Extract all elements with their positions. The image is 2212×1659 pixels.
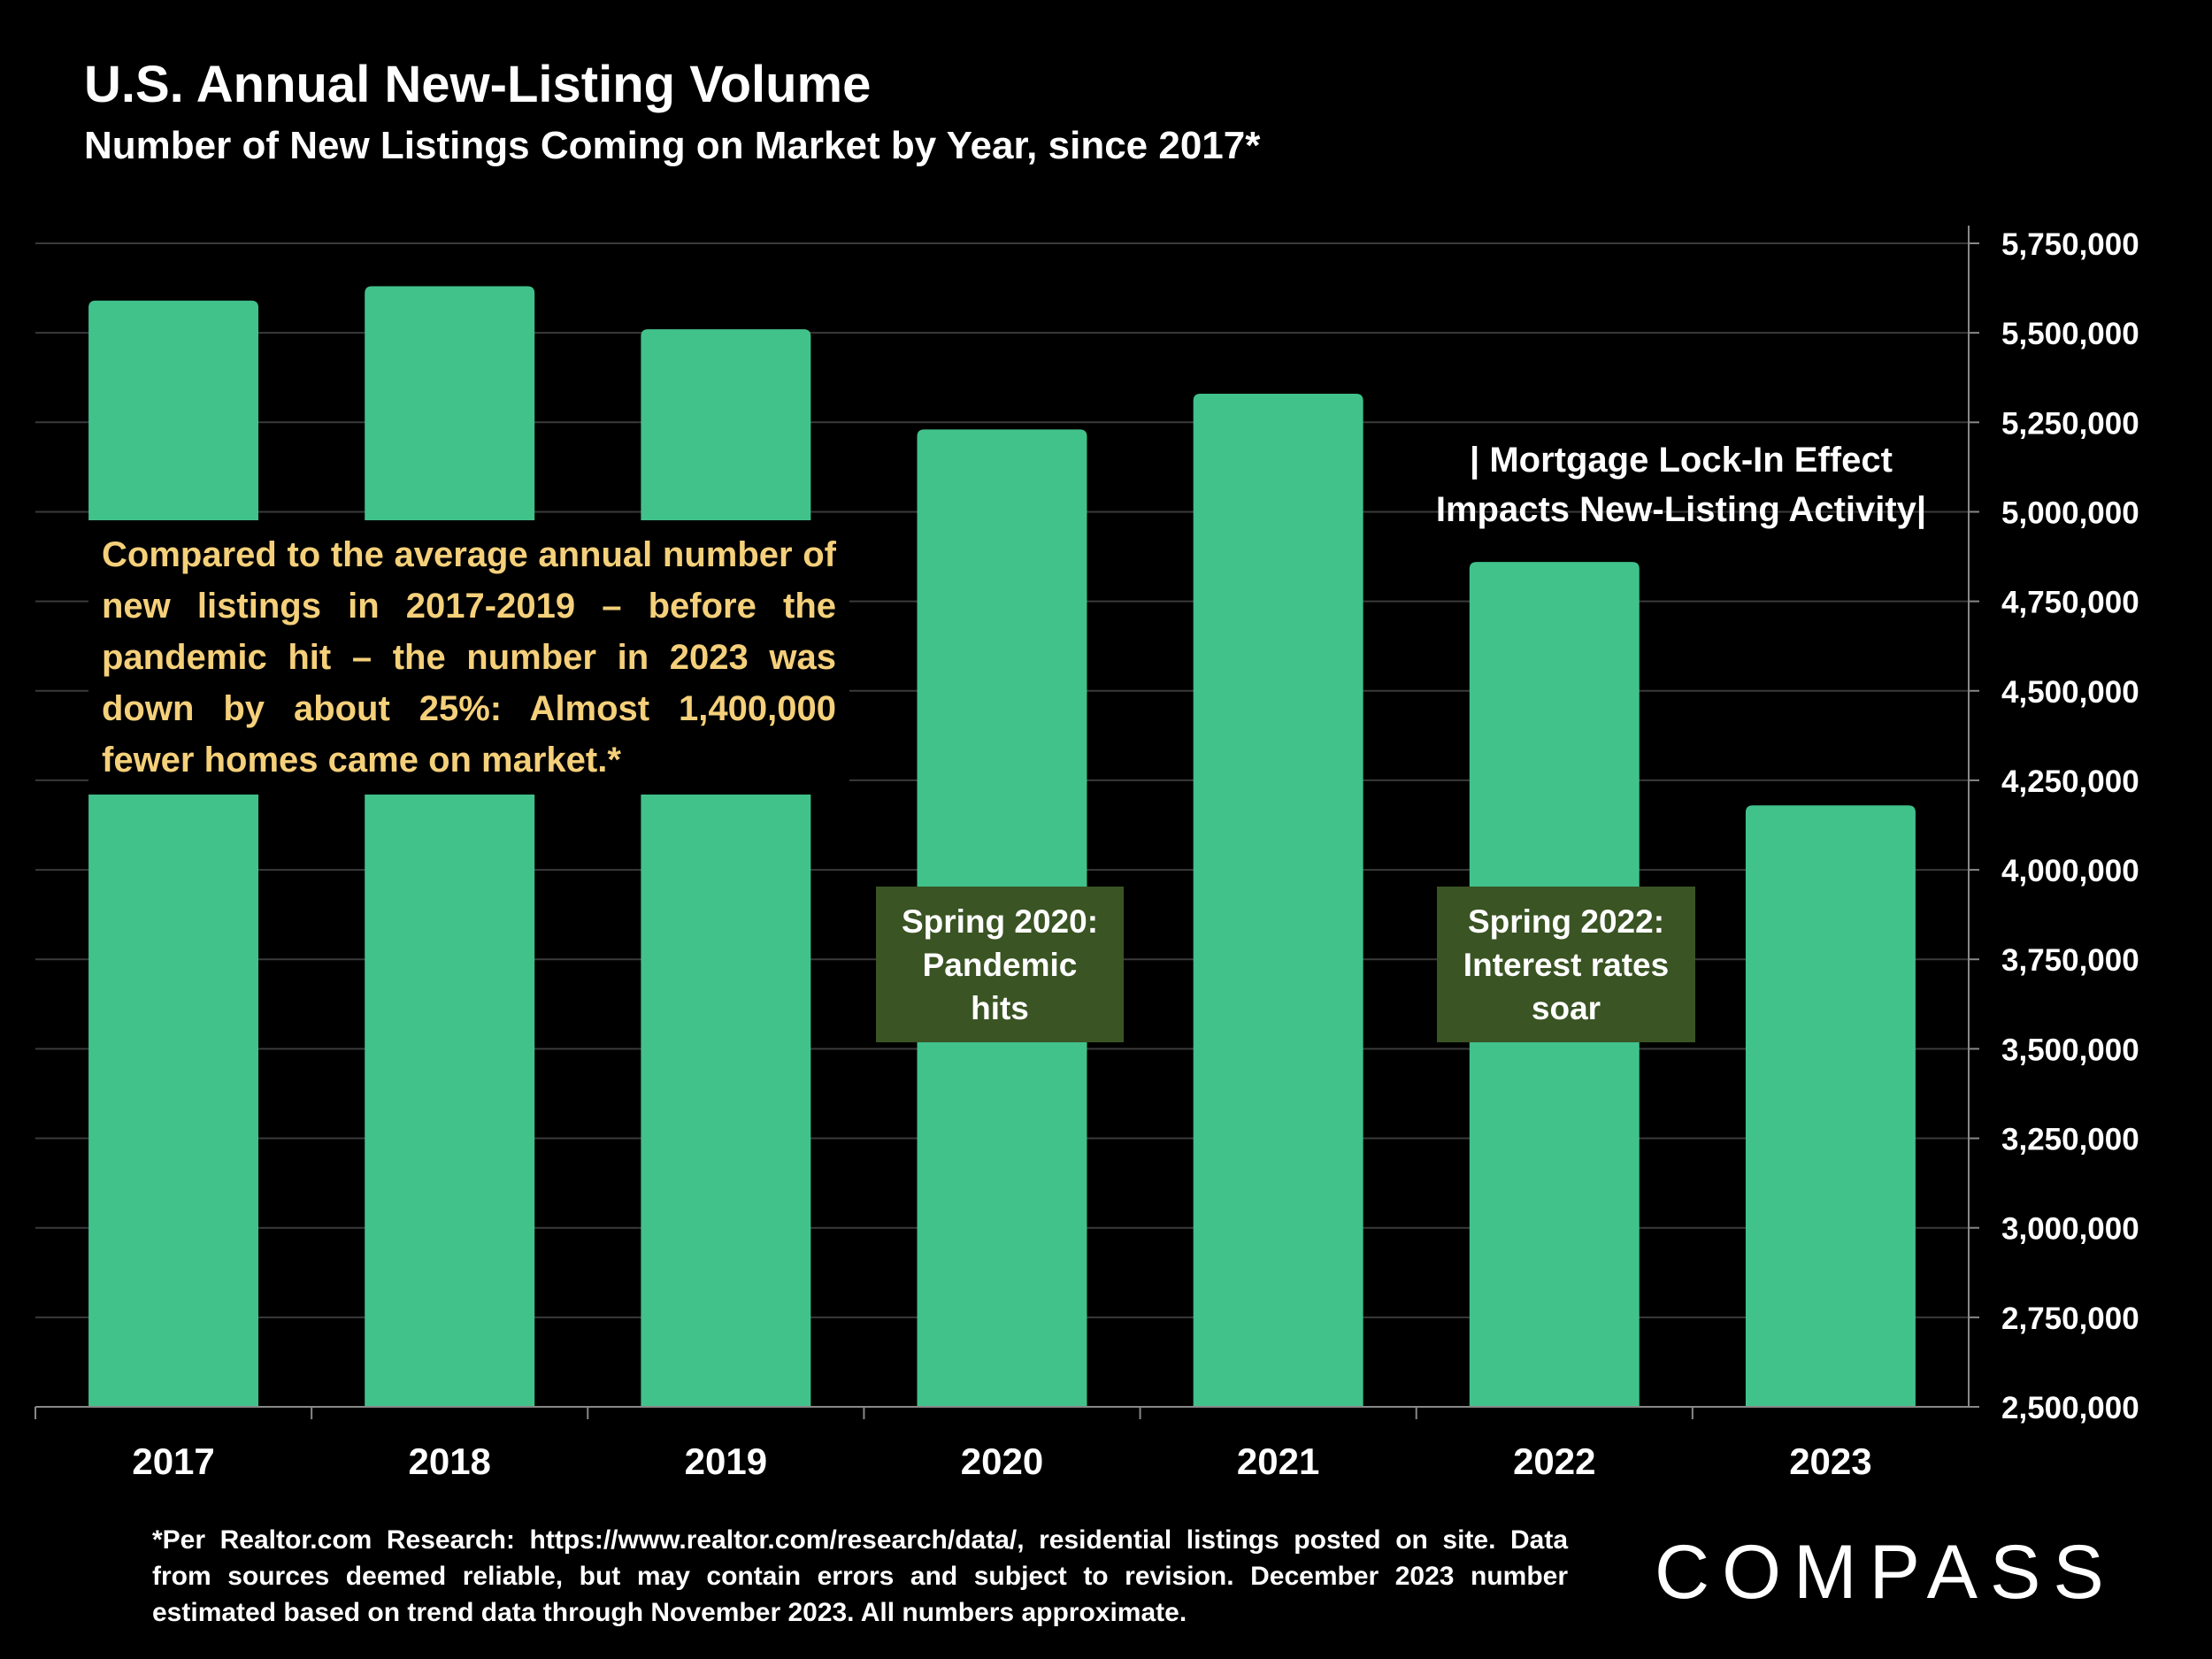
bar-2017 — [88, 300, 259, 1407]
tick-labels: 5,750,000 5,500,000 5,250,000 5,000,000 4,75… — [132, 227, 2139, 1482]
page-subtitle: Number of New Listings Coming on Market … — [84, 124, 1261, 167]
lock-in-line-2: Impacts New-Listing Activity| — [1435, 490, 1927, 529]
y-tick-label: 4,750,000 — [2001, 586, 2139, 620]
bar-2018 — [365, 286, 535, 1407]
bar-2023 — [1745, 805, 1916, 1407]
event-box-2020: Spring 2020: Pandemic hits — [876, 887, 1124, 1042]
event-2020-line-3: hits — [971, 989, 1029, 1026]
y-tick-label: 3,500,000 — [2001, 1033, 2139, 1067]
y-tick-label: 2,750,000 — [2001, 1302, 2139, 1336]
event-2022-line-1: Spring 2022: — [1467, 902, 1665, 940]
bar-2019 — [641, 329, 811, 1408]
y-tick-label: 5,500,000 — [2001, 317, 2139, 351]
x-tick-label: 2017 — [132, 1440, 214, 1482]
lock-in-line-1: | Mortgage Lock-In Effect — [1470, 441, 1893, 480]
y-tick-label: 2,500,000 — [2001, 1391, 2139, 1425]
x-tick-label: 2021 — [1237, 1440, 1319, 1482]
y-tick-label: 3,250,000 — [2001, 1123, 2139, 1157]
event-2020-line-1: Spring 2020: — [901, 902, 1099, 940]
event-box-2022: Spring 2022: Interest rates soar — [1437, 887, 1695, 1042]
event-2022-line-3: soar — [1531, 989, 1601, 1026]
comparison-callout: Compared to the average annual number of… — [88, 520, 849, 795]
y-tick-label: 4,250,000 — [2001, 764, 2139, 799]
y-tick-label: 4,500,000 — [2001, 675, 2139, 710]
compass-logo: COMPASS — [1655, 1530, 2116, 1615]
y-tick-label: 5,750,000 — [2001, 227, 2139, 262]
lock-in-annotation: | Mortgage Lock-In Effect Impacts New-Li… — [1398, 435, 1964, 534]
axes — [35, 226, 1979, 1419]
bars — [88, 286, 1916, 1408]
y-tick-label: 4,000,000 — [2001, 854, 2139, 888]
y-tick-label: 5,250,000 — [2001, 406, 2139, 441]
y-tick-label: 3,750,000 — [2001, 943, 2139, 978]
bar-2021 — [1193, 393, 1363, 1407]
x-tick-label: 2020 — [961, 1440, 1043, 1482]
y-tick-label: 5,000,000 — [2001, 495, 2139, 530]
page-title: U.S. Annual New-Listing Volume — [84, 56, 872, 113]
x-tick-label: 2019 — [685, 1440, 767, 1482]
event-2020-line-2: Pandemic — [922, 946, 1078, 983]
source-footnote: *Per Realtor.com Research: https://www.r… — [152, 1525, 1568, 1627]
event-2022-line-2: Interest rates — [1463, 946, 1670, 983]
y-tick-label: 3,000,000 — [2001, 1212, 2139, 1247]
x-tick-label: 2022 — [1513, 1440, 1595, 1482]
x-tick-label: 2023 — [1789, 1440, 1871, 1482]
x-tick-label: 2018 — [408, 1440, 490, 1482]
